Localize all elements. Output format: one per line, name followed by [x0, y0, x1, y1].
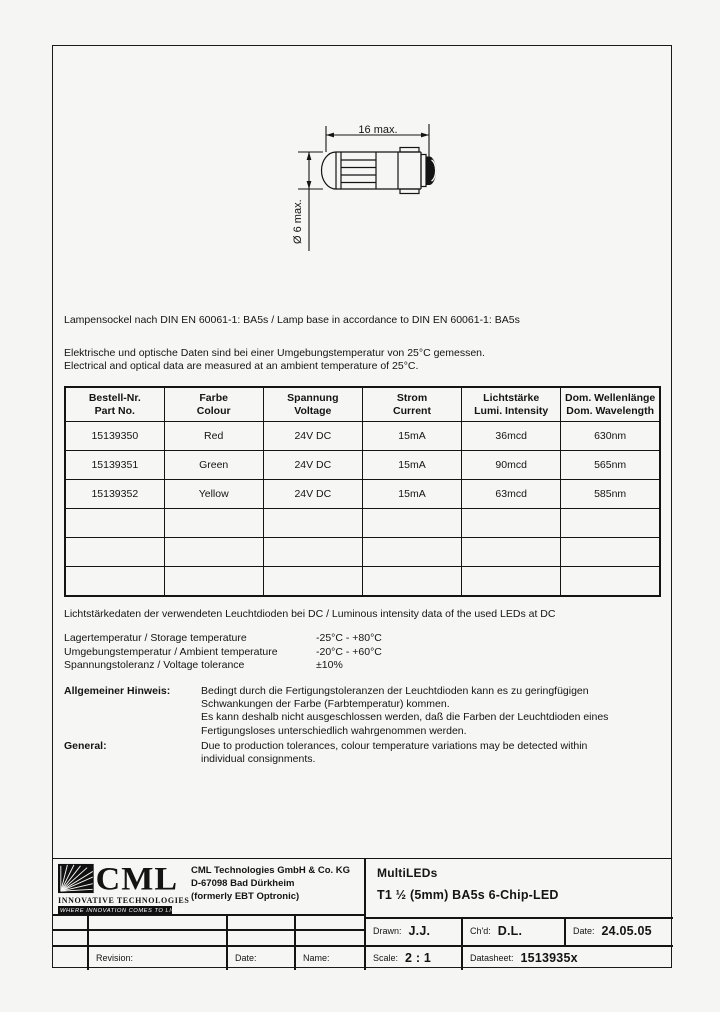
measurement-note: Elektrische und optische Daten sind bei … — [64, 347, 485, 373]
cml-logo-slogan: WHERE INNOVATION COMES TO LIGHT — [58, 906, 186, 915]
table-row-empty — [64, 566, 661, 597]
col-current: Strom Current — [361, 386, 463, 422]
cml-logo: CML INNOVATIVE TECHNOLOGIES WHERE INNOVA… — [58, 861, 190, 915]
note-label: Allgemeiner Hinweis: — [64, 685, 171, 697]
spec-value: ±10% — [316, 659, 343, 671]
checked-cell: Ch'd: D.L. — [470, 924, 523, 938]
spec-value: -20°C - +60°C — [316, 645, 382, 658]
spec-value: -25°C - +80°C — [316, 632, 382, 644]
lamp-contact-tip — [426, 156, 437, 185]
spec-label: Lagertemperatur / Storage temperature — [64, 632, 247, 644]
lamp-outline — [320, 146, 427, 195]
note-body: Bedingt durch die Fertigungstoleranzen d… — [201, 685, 609, 737]
date-cell: Date: 24.05.05 — [573, 924, 652, 938]
table-row: 15139352 Yellow 24V DC 15mA 63mcd 585nm — [64, 479, 661, 509]
spec-ambient-temp: Umgebungstemperatur / Ambient temperatur… — [64, 646, 484, 660]
note-label: General: — [64, 740, 107, 752]
cml-logo-starburst-icon — [58, 863, 94, 894]
spec-voltage-tolerance: Spannungstoleranz / Voltage tolerance ±1… — [64, 659, 484, 673]
datasheet-cell: Datasheet: 1513935x — [470, 950, 578, 965]
led-spec-table: Bestell-Nr. Part No. Farbe Colour Spannung… — [64, 386, 661, 597]
dimension-arrows — [306, 132, 429, 189]
table-row-empty — [64, 508, 661, 538]
product-family: MultiLEDs — [377, 866, 438, 880]
lamp-base-note: Lampensockel nach DIN EN 60061-1: BA5s /… — [64, 314, 520, 326]
dim-diameter-label: Ø 6 max. — [292, 199, 304, 244]
logo-cell: CML INNOVATIVE TECHNOLOGIES WHERE INNOVA… — [53, 859, 364, 915]
cml-logo-brand: CML — [95, 861, 178, 898]
measurement-note-en: Electrical and optical data are measured… — [64, 360, 419, 372]
revision-cell: Revision: — [96, 952, 134, 963]
title-block: CML INNOVATIVE TECHNOLOGIES WHERE INNOVA… — [53, 858, 673, 970]
product-designation: T1 ½ (5mm) BA5s 6-Chip-LED — [377, 888, 559, 902]
note-body: Due to production tolerances, colour tem… — [201, 740, 588, 766]
table-row-empty — [64, 537, 661, 567]
scale-cell: Scale: 2 : 1 — [373, 950, 432, 965]
dim-length-label: 16 max. — [358, 124, 397, 136]
table-row: 15139351 Green 24V DC 15mA 90mcd 565nm — [64, 450, 661, 480]
drawn-cell: Drawn: J.J. — [373, 924, 431, 938]
dimension-lines — [298, 124, 430, 251]
spec-label: Umgebungstemperatur / Ambient temperatur… — [64, 645, 278, 658]
table-row: 15139350 Red 24V DC 15mA 36mcd 630nm — [64, 421, 661, 451]
revision-name-cell: Name: — [303, 952, 330, 963]
table-caption: Lichtstärkedaten der verwendeten Leuchtd… — [64, 608, 556, 620]
drawing-frame: 16 max. Ø 6 max. — [52, 45, 673, 970]
company-address: CML Technologies GmbH & Co. KG D-67098 B… — [191, 865, 351, 902]
product-title-cell: MultiLEDs T1 ½ (5mm) BA5s 6-Chip-LED — [364, 859, 673, 917]
col-wavelength: Dom. Wellenlänge Dom. Wavelength — [560, 386, 661, 422]
lamp-technical-drawing: 16 max. Ø 6 max. — [292, 124, 437, 251]
col-part-no: Bestell-Nr. Part No. — [64, 386, 165, 422]
col-colour: Farbe Colour — [163, 386, 264, 422]
cml-logo-tagline: INNOVATIVE TECHNOLOGIES — [58, 896, 190, 905]
spec-list: Lagertemperatur / Storage temperature -2… — [64, 632, 484, 673]
table-header: Bestell-Nr. Part No. Farbe Colour Spannung… — [64, 386, 661, 422]
col-voltage: Spannung Voltage — [262, 386, 363, 422]
revision-date-cell: Date: — [235, 952, 257, 963]
measurement-note-de: Elektrische und optische Daten sind bei … — [64, 347, 485, 359]
spec-label: Spannungstoleranz / Voltage tolerance — [64, 659, 245, 671]
col-intensity: Lichtstärke Lumi. Intensity — [461, 386, 562, 422]
spec-storage-temp: Lagertemperatur / Storage temperature -2… — [64, 632, 484, 646]
